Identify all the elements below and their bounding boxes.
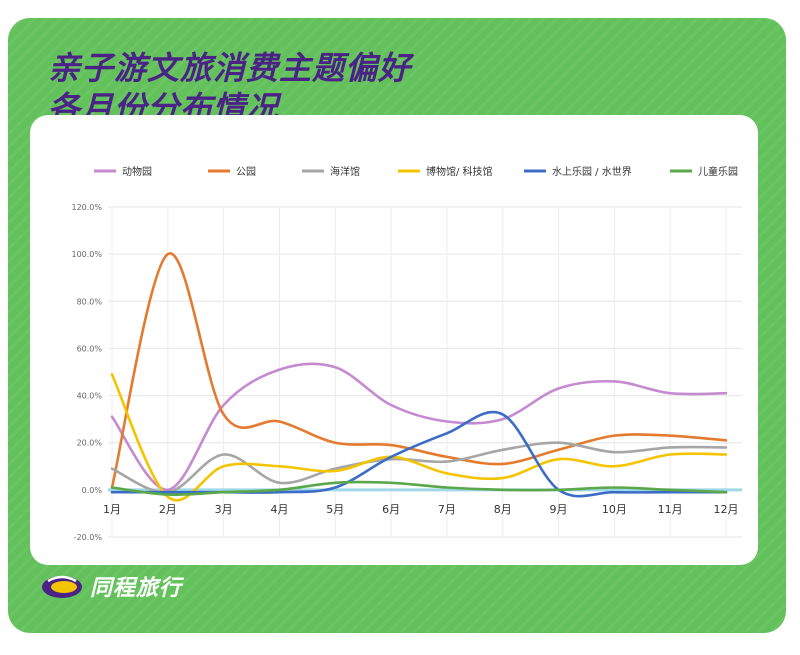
brand-mark-icon bbox=[42, 575, 82, 598]
legend-label: 博物馆/ 科技馆 bbox=[426, 165, 493, 178]
title-line-1: 亲子游文旅消费主题偏好 bbox=[48, 49, 412, 87]
series-line-1 bbox=[110, 362, 728, 492]
y-tick-label: 60.0% bbox=[77, 344, 103, 353]
y-tick-label: 100.0% bbox=[71, 250, 102, 259]
legend-label: 公园 bbox=[236, 166, 256, 178]
y-tick-label: 20.0% bbox=[77, 439, 103, 448]
x-tick-label: 9月 bbox=[550, 503, 568, 516]
y-tick-label: 80.0% bbox=[77, 297, 103, 306]
line-chart: 120.0% 100.0% 80.0% 60.0% 40.0% 20.0% 0.0% -20.… bbox=[71, 165, 742, 542]
x-tick-label: 4月 bbox=[270, 503, 288, 516]
x-tick-label: 12月 bbox=[714, 503, 739, 516]
x-tick-label: 2月 bbox=[159, 503, 177, 516]
brand-name: 同程旅行 bbox=[90, 576, 183, 601]
legend-label: 动物园 bbox=[122, 165, 152, 178]
series-line-6 bbox=[110, 480, 728, 497]
x-tick-label: 7月 bbox=[438, 503, 456, 516]
brand-logo: 同程旅行 bbox=[40, 568, 182, 604]
x-tick-label: 1月 bbox=[103, 503, 121, 516]
legend-label: 水上乐园 / 水世界 bbox=[552, 166, 632, 178]
x-tick-label: 10月 bbox=[602, 503, 627, 516]
legend-label: 儿童乐园 bbox=[698, 165, 738, 178]
y-tick-label: 40.0% bbox=[77, 392, 103, 401]
y-tick-label: 120.0% bbox=[71, 203, 102, 212]
series-line-5 bbox=[110, 410, 728, 498]
series-line-2 bbox=[110, 252, 728, 489]
x-tick-label: 11月 bbox=[658, 503, 683, 516]
y-tick-label: -20.0% bbox=[74, 533, 103, 542]
x-tick-label: 8月 bbox=[494, 503, 512, 516]
legend-label: 海洋馆 bbox=[330, 165, 360, 178]
x-tick-label: 6月 bbox=[382, 503, 400, 516]
chart-card: 120.0% 100.0% 80.0% 60.0% 40.0% 20.0% 0.0% -20.… bbox=[30, 115, 758, 565]
x-tick-label: 5月 bbox=[326, 503, 344, 516]
x-tick-label: 3月 bbox=[215, 503, 233, 516]
y-tick-label: 0.0% bbox=[82, 486, 103, 495]
